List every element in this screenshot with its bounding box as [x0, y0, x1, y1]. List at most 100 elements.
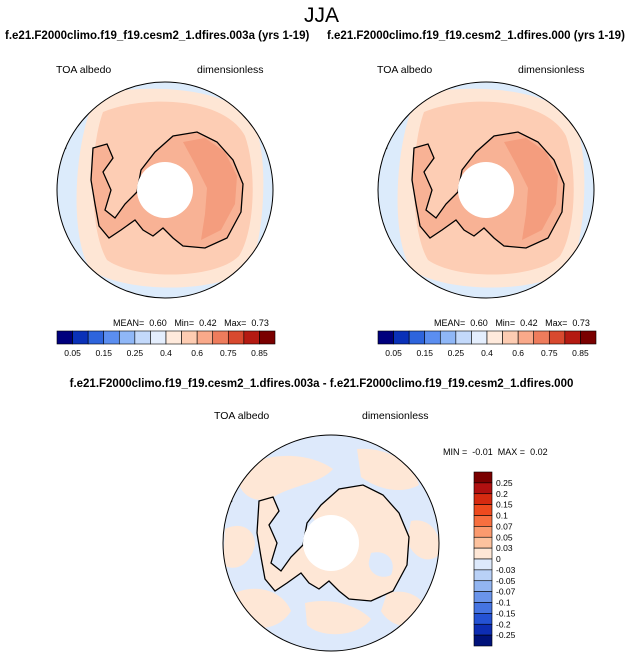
- panel-3-colorbar-tick-label: -0.1: [496, 598, 511, 608]
- panel-3-colorbar-tick-label: 0.1: [496, 511, 508, 521]
- panel-3-colorbar-tick-label: -0.07: [496, 587, 516, 597]
- panel-3-colorbar-box: [473, 547, 493, 560]
- panel-1-colorbar-box: [56, 330, 73, 345]
- panel-3-positive-patch: [357, 448, 419, 491]
- panel-2-coastline: [411, 131, 565, 249]
- panel-3-positive-patch: [239, 455, 333, 500]
- panel-3-pole-hole: [303, 515, 359, 571]
- panel-2-colorbar-box: [424, 330, 441, 345]
- panel-1-colorbar-box: [87, 330, 105, 345]
- panel-2-colorbar-tick-label: 0.75: [541, 348, 558, 358]
- panel-1-colorbar: 0.050.150.250.40.60.750.850.95: [56, 330, 276, 358]
- panel-2-min-value: 0.42: [520, 318, 538, 328]
- panel-2-mean-value: 0.60: [470, 318, 488, 328]
- panel-3-colorbar-tick-label: -0.03: [496, 565, 516, 575]
- season-title: JJA: [303, 4, 339, 27]
- panel-1-colorbar-box: [103, 330, 120, 345]
- panel-2-title: f.e21.F2000climo.f19_f19.cesm2_1.dfires.…: [327, 30, 625, 42]
- panel-2-colorbar-tick-label: 0.15: [416, 348, 433, 358]
- panel-2-colorbar-box: [439, 330, 457, 345]
- panel-1-colorbar-box: [150, 330, 167, 345]
- panel-3-colorbar-box: [473, 634, 493, 647]
- panel-3-colorbar-tick-label: 0.07: [496, 521, 513, 531]
- panel-1-mean-value: 0.60: [149, 318, 167, 328]
- panel-3-colorbar-box: [473, 602, 493, 614]
- panel-1-variable-label: TOA albedo: [56, 64, 112, 76]
- panel-1-colorbar-box: [134, 330, 151, 345]
- panel-2-colorbar-box: [377, 330, 394, 345]
- panel-3-colorbar-box: [473, 569, 493, 582]
- panel-3-colorbar-box: [473, 482, 493, 495]
- panel-3-positive-patch: [407, 520, 439, 560]
- panel-2-colorbar-box: [517, 330, 535, 345]
- panel-3-coastline: [256, 484, 410, 602]
- panel-1-colorbar-box: [259, 330, 276, 345]
- panel-3-positive-patch: [305, 600, 371, 635]
- panel-3-colorbar-box: [473, 580, 493, 592]
- panel-3-colorbar-tick-label: -0.15: [496, 608, 516, 618]
- panel-1-colorbar-tick-label: 0.05: [64, 348, 81, 358]
- panel-2-colorbar-box: [548, 330, 566, 345]
- panel-2-colorbar-tick-label: 0.4: [481, 348, 493, 358]
- panel-3-min-value: -0.01: [472, 447, 493, 457]
- panel-1-colorbar-box: [212, 330, 229, 345]
- panel-3-stats: MIN = -0.01 MAX = 0.02: [443, 447, 548, 457]
- panel-2-colorbar-tick-label: 0.25: [448, 348, 465, 358]
- panel-2-variable-label: TOA albedo: [377, 64, 433, 76]
- panel-2-colorbar-box: [393, 330, 410, 345]
- panel-3-colorbar-box: [473, 613, 493, 625]
- panel-1-colorbar-tick-label: 0.15: [95, 348, 112, 358]
- panel-3-colorbar-box: [473, 591, 493, 603]
- panel-2-colorbar-box: [564, 330, 581, 345]
- panel-2-east-antarctica-max-albedo: [504, 138, 558, 240]
- panel-2-colorbar-box: [455, 330, 472, 345]
- panel-1-colorbar-tick-label: 0.6: [191, 348, 203, 358]
- panel-1-colorbar-box: [227, 330, 245, 345]
- panel-1-min-value: 0.42: [199, 318, 217, 328]
- panel-3-variable-label: TOA albedo: [214, 410, 270, 422]
- panel-3-colorbar-box: [473, 471, 493, 484]
- panel-1-max-value: 0.73: [251, 318, 269, 328]
- panel-1-colorbar-box: [196, 330, 214, 345]
- panel-1-colorbar-box: [118, 330, 136, 345]
- panel-3-colorbar-tick-label: 0.2: [496, 489, 508, 499]
- panel-1-colorbar-tick-label: 0.85: [251, 348, 268, 358]
- panel-2-colorbar-box: [533, 330, 550, 345]
- panel-2-colorbar-tick-label: 0.85: [572, 348, 589, 358]
- panel-2-map: [377, 81, 595, 299]
- panel-3-colorbar-tick-label: -0.25: [496, 630, 516, 640]
- panel-1-pole-hole: [137, 162, 193, 218]
- panel-1-colorbar-box: [72, 330, 89, 345]
- panel-3-map: [222, 434, 440, 652]
- panel-2-stats: MEAN= 0.60 Min= 0.42 Max= 0.73: [434, 318, 590, 328]
- panel-2-colorbar-tick-label: 0.6: [512, 348, 524, 358]
- panel-3-title: f.e21.F2000climo.f19_f19.cesm2_1.dfires.…: [69, 378, 574, 390]
- panel-3-colorbar: 0.250.20.150.10.070.050.030-0.03-0.05-0.…: [473, 471, 516, 647]
- panel-3-positive-patch: [223, 525, 255, 568]
- panel-3-max-value: 0.02: [530, 447, 548, 457]
- panel-3-colorbar-tick-label: 0: [496, 554, 501, 564]
- panel-3-colorbar-box: [473, 526, 493, 538]
- panel-2-colorbar: 0.050.150.250.40.60.750.850.95: [377, 330, 597, 358]
- panel-2-units-label: dimensionless: [518, 64, 585, 76]
- panel-3-units-label: dimensionless: [362, 410, 429, 422]
- panel-3-colorbar-tick-label: 0.05: [496, 532, 513, 542]
- panel-3-negative-patch: [368, 552, 393, 577]
- panel-1-colorbar-tick-label: 0.4: [160, 348, 172, 358]
- panel-3-colorbar-box: [473, 515, 493, 527]
- panel-3-colorbar-tick-label: 0.03: [496, 543, 513, 553]
- panel-1-colorbar-box: [165, 330, 182, 345]
- panel-2-colorbar-tick-label: 0.05: [385, 348, 402, 358]
- panel-2-colorbar-box: [580, 330, 597, 345]
- panel-1-colorbar-box: [243, 330, 260, 345]
- panel-3-colorbar-tick-label: 0.15: [496, 500, 513, 510]
- panel-3-colorbar-box: [473, 493, 493, 505]
- panel-1-colorbar-tick-label: 0.25: [127, 348, 144, 358]
- panel-3-colorbar-tick-label: -0.2: [496, 619, 511, 629]
- panel-3-colorbar-tick-label: 0.25: [496, 478, 513, 488]
- panel-3-colorbar-box: [473, 536, 493, 549]
- panel-1-colorbar-tick-label: 0.75: [220, 348, 237, 358]
- panel-2-colorbar-box: [502, 330, 519, 345]
- panel-1-title: f.e21.F2000climo.f19_f19.cesm2_1.dfires.…: [5, 30, 310, 42]
- panel-1-coastline: [90, 131, 244, 249]
